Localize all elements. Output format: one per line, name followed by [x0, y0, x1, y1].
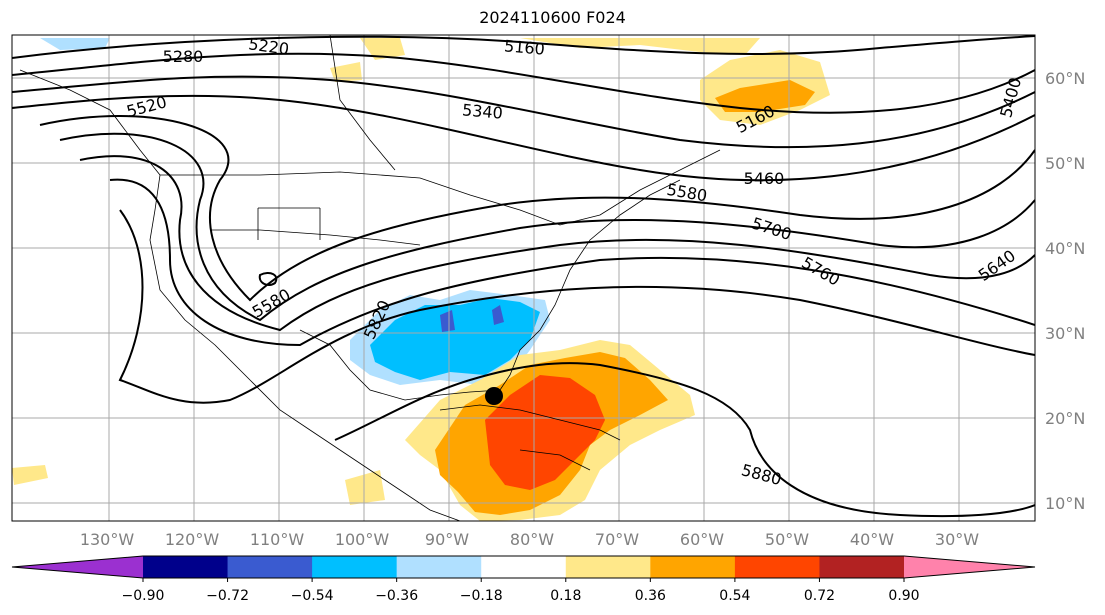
latitude-label: 40°N	[1045, 239, 1085, 258]
colorbar-segment	[143, 556, 229, 578]
longitude-label: 110°W	[250, 530, 305, 549]
longitude-label: 100°W	[335, 530, 390, 549]
latitude-label: 10°N	[1045, 494, 1085, 513]
colorbar-tick-label: −0.72	[206, 588, 249, 604]
contour-label: 5280	[163, 47, 204, 66]
colorbar-segment	[819, 556, 905, 578]
colorbar: −0.90 −0.72 −0.54 −0.36 −0.18 0.18 0.36 0.54 0.7…	[11, 555, 1036, 604]
latitude-label: 20°N	[1045, 409, 1085, 428]
map-title: 2024110600 F024	[479, 8, 626, 27]
contour-label: 5400	[996, 75, 1025, 119]
colorbar-tick-label: −0.90	[122, 588, 165, 604]
anomaly-neg-dark	[440, 310, 455, 332]
storm-center-marker	[485, 387, 503, 405]
longitude-label: 70°W	[595, 530, 639, 549]
longitude-label: 30°W	[935, 530, 979, 549]
latitude-label: 60°N	[1045, 69, 1085, 88]
contour-label: 5340	[461, 100, 503, 122]
contour-label: 5460	[744, 169, 785, 188]
anomaly-neg-light-2	[40, 38, 110, 50]
longitude-label: 120°W	[165, 530, 220, 549]
colorbar-tick-label: −0.36	[375, 588, 418, 604]
contour-label: 5880	[739, 460, 783, 489]
longitude-label: 40°W	[850, 530, 894, 549]
contour-label: 5640	[975, 246, 1019, 285]
colorbar-segment	[734, 556, 820, 578]
colorbar-tick-label: 0.90	[888, 588, 919, 604]
anomaly-pos-yellow-sw	[345, 470, 385, 505]
longitude-label: 60°W	[680, 530, 724, 549]
latitude-label: 30°N	[1045, 324, 1085, 343]
anomaly-pos-yellow-north-2	[360, 38, 405, 60]
contour-label: 5700	[749, 213, 794, 244]
contour-label: 5580	[249, 285, 294, 322]
colorbar-segment	[650, 556, 736, 578]
latitude-labels: 60°N 50°N 40°N 30°N 20°N 10°N	[1045, 69, 1085, 513]
longitude-label: 80°W	[510, 530, 554, 549]
contour-label: 5160	[503, 36, 545, 58]
longitude-label: 130°W	[80, 530, 135, 549]
anomaly-pos-yellow-north-3	[520, 38, 760, 55]
coastlines	[19, 35, 721, 521]
colorbar-segment	[12, 556, 143, 578]
colorbar-tick-label: −0.18	[460, 588, 503, 604]
map-frame	[11, 34, 1036, 522]
colorbar-segment	[481, 556, 567, 578]
latitude-label: 50°N	[1045, 154, 1085, 173]
height-contours	[12, 35, 1035, 518]
anomaly-pos-red	[485, 375, 605, 490]
colorbar-segment	[227, 556, 313, 578]
colorbar-segment	[396, 556, 482, 578]
colorbar-tick-label: −0.54	[291, 588, 334, 604]
colorbar-tick-label: 0.36	[635, 588, 666, 604]
longitude-label: 90°W	[425, 530, 469, 549]
anomaly-pos-yellow-west	[12, 465, 48, 485]
anomaly-pos-orange-north	[715, 80, 815, 112]
longitude-labels: 130°W 120°W 110°W 100°W 90°W 80°W 70°W 60°W 50°W…	[80, 530, 979, 549]
colorbar-segment	[565, 556, 651, 578]
colorbar-segment	[312, 556, 398, 578]
anomaly-neg-dark-2	[492, 305, 504, 325]
contour-label: 5580	[665, 180, 708, 206]
colorbar-tick-label: 0.72	[804, 588, 835, 604]
colorbar-tick-label: 0.54	[719, 588, 750, 604]
longitude-label: 50°W	[765, 530, 809, 549]
colorbar-tick-label: 0.18	[550, 588, 581, 604]
colorbar-segment	[904, 556, 1035, 578]
anomaly-pos-yellow-ne	[330, 62, 362, 82]
